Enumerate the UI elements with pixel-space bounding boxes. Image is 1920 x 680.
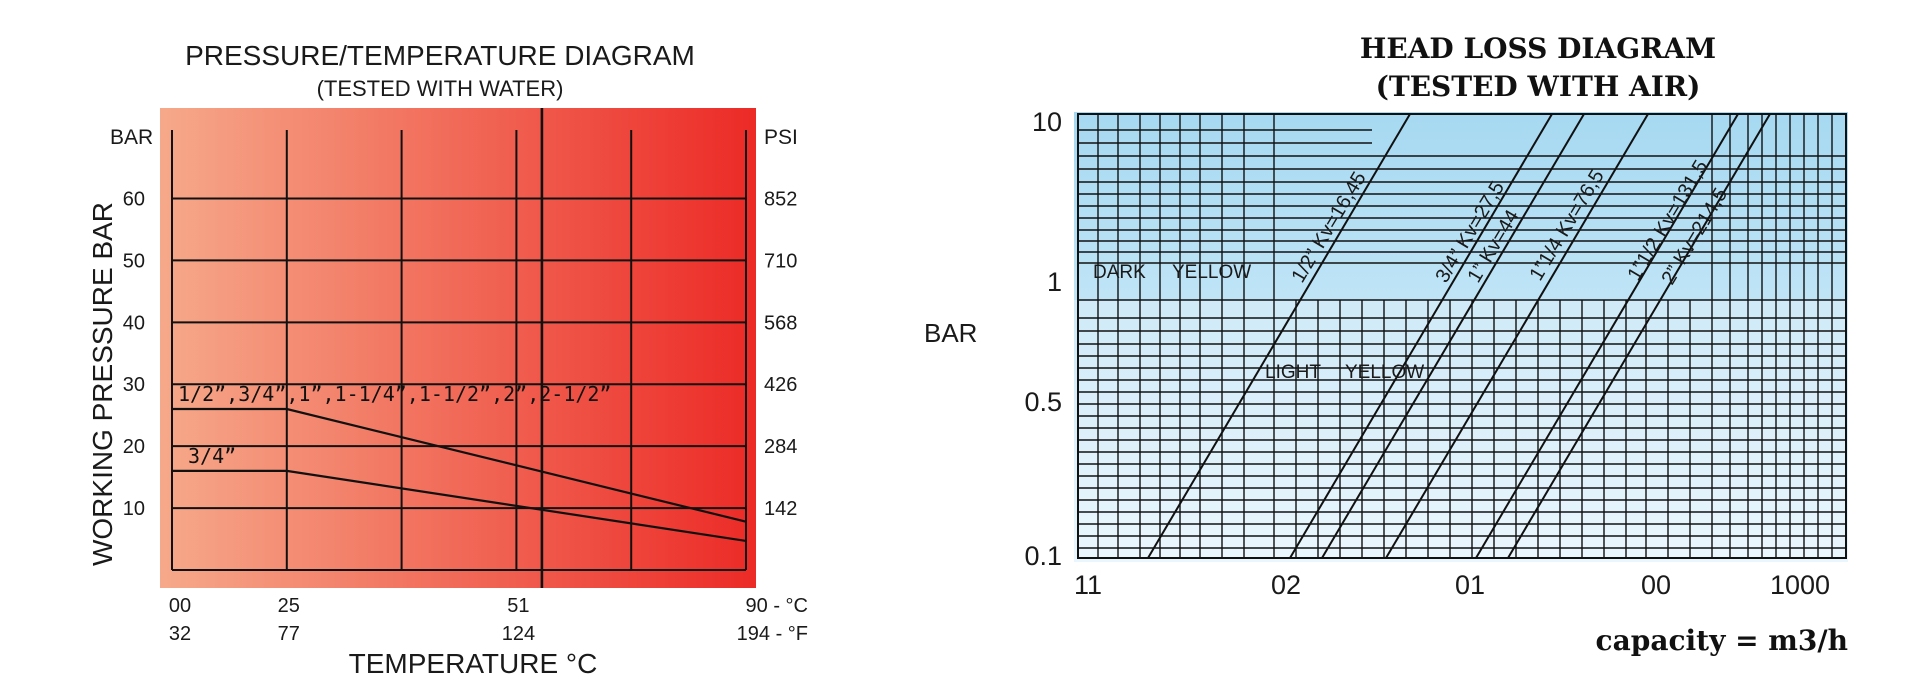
pt-series-line [172,407,747,523]
pt-y-tick-label-bar: 60 [123,188,145,210]
pt-y-tick-label-psi: 568 [764,312,797,334]
hl-y-tick-labels: 10 1 0.5 0.1 [1024,107,1062,571]
hl-kv-curve-line [1385,113,1649,559]
pt-y-tick-label-bar: 20 [123,436,145,458]
pt-y-tick-label-psi: 852 [764,188,797,210]
pressure-temperature-chart: PRESSURE/TEMPERATURE DIAGRAM (TESTED WIT… [87,40,808,679]
hl-dark-zone-label-b: YELLOW [1172,262,1251,283]
hl-kv-curves [1147,113,1771,559]
hl-kv-curve-line [1147,113,1411,559]
pt-x-tick-label-fahrenheit: 77 [278,623,300,645]
hl-grid [1077,113,1847,559]
pt-x-tick-labels: 00 32 25 77 51 124 90 - °C 194 - °F [169,595,808,645]
hl-x-axis-title: capacity = m3/h [1596,624,1848,657]
pt-y-tick-label-bar: 10 [123,498,145,520]
hl-kv-curve-line [1321,113,1585,559]
hl-dark-zone-label-a: DARK [1093,262,1146,283]
pt-y-tick-label-psi: 142 [764,498,797,520]
pt-y-tick-label-bar: 50 [123,250,145,272]
pt-series-label: 3/4” [188,444,236,468]
pt-y-axis-title: WORKING PRESSURE BAR [87,202,118,566]
pt-title: PRESSURE/TEMPERATURE DIAGRAM [185,40,695,71]
hl-title: HEAD LOSS DIAGRAM [1360,32,1716,65]
pt-y-tick-label-psi: 426 [764,374,797,396]
pt-x-tick-label-celsius: 00 [169,595,191,617]
pt-plot-background [160,108,756,588]
pt-y-tick-label-bar: 30 [123,374,145,396]
pt-x-tick-label-celsius: 90 - °C [746,595,808,617]
pt-x-tick-label-fahrenheit: 124 [502,623,535,645]
pt-x-tick-label-fahrenheit: 194 - °F [737,623,808,645]
hl-light-zone-label-a: LIGHT [1265,362,1321,383]
pt-x-tick-label-celsius: 51 [507,595,529,617]
hl-plot-frame [1077,113,1847,559]
pt-grid [171,108,747,588]
pt-subtitle: (TESTED WITH WATER) [317,76,564,101]
hl-y-tick-label: 0.1 [1024,541,1062,571]
hl-dark-zone-label: DARK YELLOW [1093,262,1251,283]
hl-y-tick-label: 1 [1047,267,1062,297]
hl-kv-curve-line [1475,113,1739,559]
hl-y-tick-label: 10 [1032,107,1062,137]
hl-x-tick-label: 11 [1074,570,1102,600]
hl-y-tick-label: 0.5 [1024,387,1062,417]
hl-light-zone-label: LIGHT YELLOW [1265,362,1424,383]
pt-y-tick-label-psi: 284 [764,436,797,458]
hl-x-tick-labels: 11 02 01 00 1000 [1074,570,1830,600]
pt-y-tick-labels: 10 142 20 284 30 426 40 568 50 710 60 852 [123,188,798,520]
hl-x-tick-label: 01 [1455,570,1485,600]
pt-y-tick-label-psi: 710 [764,250,797,272]
pt-x-tick-label-fahrenheit: 32 [169,623,191,645]
hl-light-zone-label-b: YELLOW [1345,362,1424,383]
hl-y-axis-title: BAR [924,318,977,348]
pt-series-line [172,469,747,542]
head-loss-chart: HEAD LOSS DIAGRAM (TESTED WITH AIR) 1/2”… [924,32,1848,657]
pt-x-tick-label-celsius: 25 [278,595,300,617]
hl-x-tick-label: 1000 [1770,570,1830,600]
pt-y-tick-label-bar: 40 [123,312,145,334]
pt-y-unit-right: PSI [764,126,798,149]
hl-subtitle: (TESTED WITH AIR) [1376,70,1701,103]
hl-kv-curve-line [1289,113,1553,559]
pt-series-label: 1/2”,3/4”,1”,1-1/4”,1-1/2”,2”,2-1/2” [178,382,611,406]
hl-x-tick-label: 02 [1271,570,1301,600]
pt-series: 1/2”,3/4”,1”,1-1/4”,1-1/2”,2”,2-1/2” 3/4” [172,382,747,542]
hl-kv-curve-line [1507,113,1771,559]
pt-x-axis-title: TEMPERATURE °C [349,648,598,679]
hl-x-tick-label: 00 [1641,570,1671,600]
pt-y-unit-left: BAR [110,126,153,149]
